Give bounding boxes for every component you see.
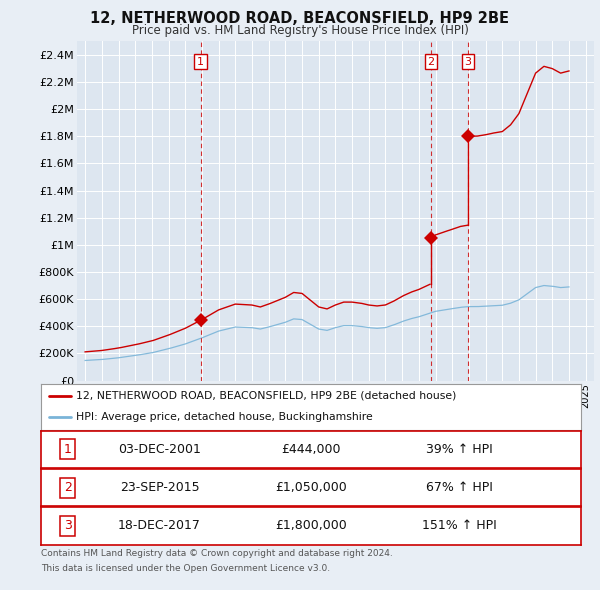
Text: £1,050,000: £1,050,000 bbox=[275, 481, 347, 494]
Text: This data is licensed under the Open Government Licence v3.0.: This data is licensed under the Open Gov… bbox=[41, 564, 330, 573]
Text: 12, NETHERWOOD ROAD, BEACONSFIELD, HP9 2BE (detached house): 12, NETHERWOOD ROAD, BEACONSFIELD, HP9 2… bbox=[76, 391, 456, 401]
Text: 67% ↑ HPI: 67% ↑ HPI bbox=[426, 481, 493, 494]
Text: 2: 2 bbox=[64, 481, 72, 494]
Text: 23-SEP-2015: 23-SEP-2015 bbox=[120, 481, 199, 494]
Text: 2: 2 bbox=[427, 57, 434, 67]
Text: HPI: Average price, detached house, Buckinghamshire: HPI: Average price, detached house, Buck… bbox=[76, 412, 373, 422]
Text: 151% ↑ HPI: 151% ↑ HPI bbox=[422, 519, 497, 533]
Text: 12, NETHERWOOD ROAD, BEACONSFIELD, HP9 2BE: 12, NETHERWOOD ROAD, BEACONSFIELD, HP9 2… bbox=[91, 11, 509, 25]
Text: Contains HM Land Registry data © Crown copyright and database right 2024.: Contains HM Land Registry data © Crown c… bbox=[41, 549, 392, 558]
Text: 1: 1 bbox=[197, 57, 204, 67]
Text: 1: 1 bbox=[64, 442, 72, 456]
Text: 03-DEC-2001: 03-DEC-2001 bbox=[118, 442, 201, 456]
Text: 39% ↑ HPI: 39% ↑ HPI bbox=[426, 442, 493, 456]
Text: 3: 3 bbox=[464, 57, 472, 67]
Text: £444,000: £444,000 bbox=[281, 442, 341, 456]
Text: 18-DEC-2017: 18-DEC-2017 bbox=[118, 519, 201, 533]
Text: 3: 3 bbox=[64, 519, 72, 533]
Text: Price paid vs. HM Land Registry's House Price Index (HPI): Price paid vs. HM Land Registry's House … bbox=[131, 24, 469, 37]
Text: £1,800,000: £1,800,000 bbox=[275, 519, 347, 533]
